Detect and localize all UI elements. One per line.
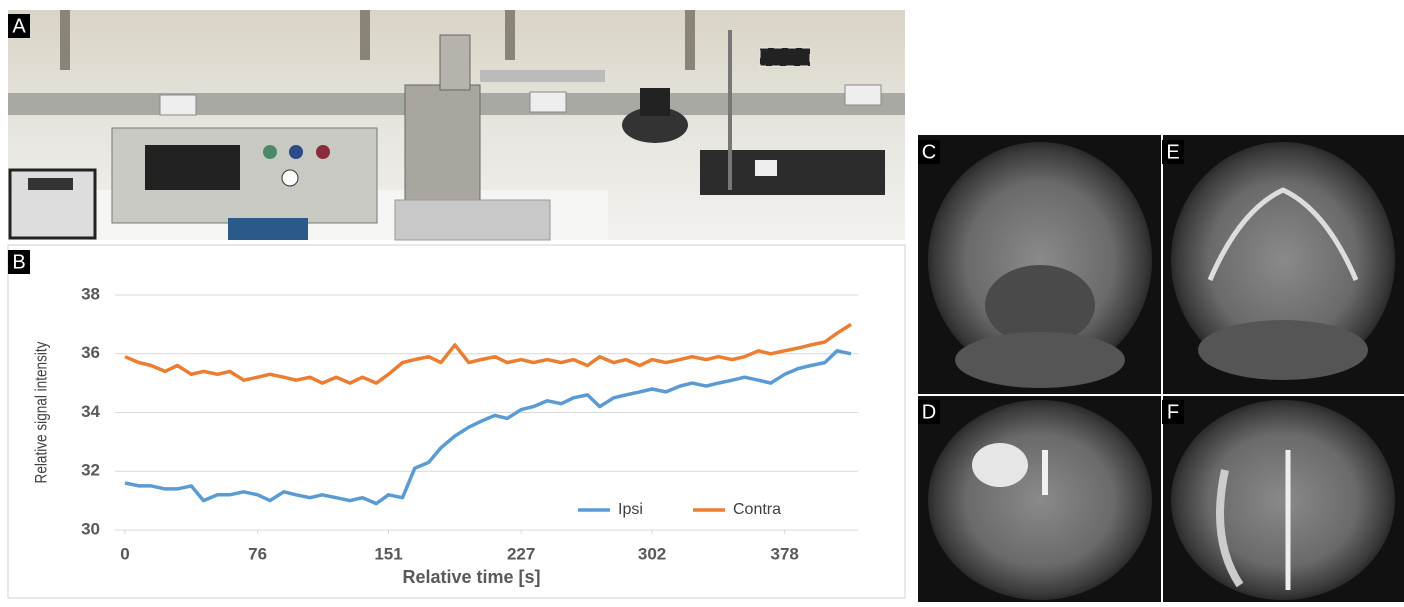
figure: 30 32 34 36 38 0 76 151 227 302 378 Relative time [… (0, 0, 1404, 602)
panel-label: E (1166, 141, 1179, 163)
x-tick-label: 76 (248, 544, 267, 563)
x-tick-label: 0 (120, 544, 129, 563)
x-tick-label: 378 (771, 544, 799, 563)
panel-label: A (12, 15, 26, 37)
legend-label: Ipsi (618, 501, 643, 518)
photo-panel (8, 10, 905, 240)
panel-label: C (922, 141, 936, 163)
y-axis-title: Relative signal intensity (32, 341, 51, 483)
y-tick-label: 32 (81, 461, 100, 480)
mri-panels (918, 135, 1404, 602)
x-tick-label: 302 (638, 544, 666, 563)
x-axis-title: Relative time [s] (402, 567, 540, 587)
x-tick-label: 227 (507, 544, 535, 563)
y-tick-label: 30 (81, 519, 100, 538)
y-tick-label: 38 (81, 284, 100, 303)
y-tick-label: 36 (81, 343, 100, 362)
panel-label: B (12, 251, 25, 273)
panel-label: F (1167, 401, 1179, 423)
legend-label: Contra (733, 501, 781, 518)
panel-label: D (922, 401, 936, 423)
y-tick-label: 34 (81, 402, 100, 421)
page: 30 32 34 36 38 0 76 151 227 302 378 Relative time [… (0, 0, 1404, 602)
x-tick-label: 151 (374, 544, 402, 563)
